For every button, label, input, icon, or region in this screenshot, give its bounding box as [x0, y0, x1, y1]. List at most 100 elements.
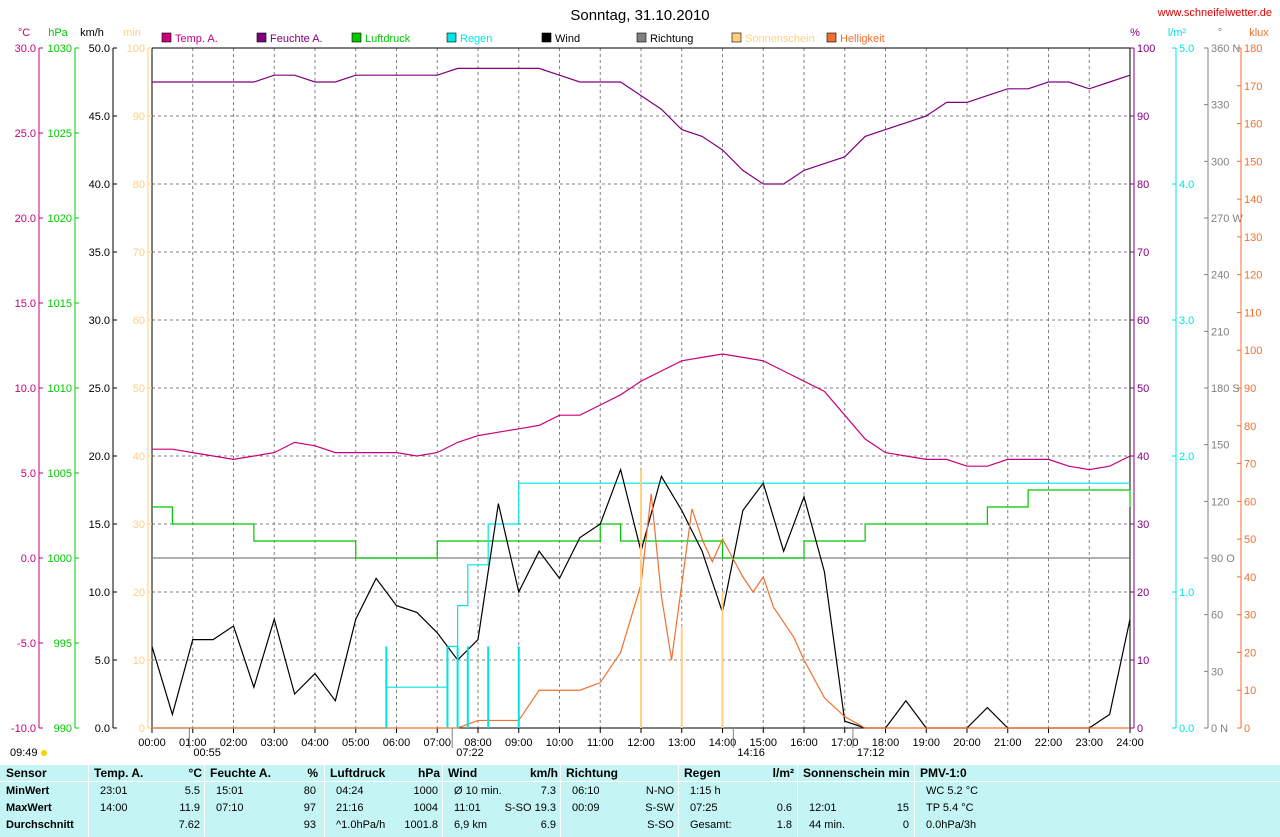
cell-time: TP 5.4 °C: [926, 802, 974, 814]
direction-tick-label: 210: [1211, 326, 1229, 338]
column-unit: hPa: [417, 766, 440, 780]
column-unit: l/m²: [772, 766, 794, 780]
x-tick-label: 14:00: [709, 737, 737, 749]
cell-time: Gesamt:: [690, 819, 732, 831]
x-tick-label: 17:00: [831, 737, 859, 749]
legend-label: Wind: [555, 33, 580, 45]
brightness-tick-label: 140: [1244, 194, 1262, 206]
pressure-tick-label: 990: [54, 723, 72, 735]
cell-time: 21:16: [336, 802, 364, 814]
x-tick-label: 24:00: [1116, 737, 1144, 749]
legend-label: Feuchte A.: [270, 33, 323, 45]
column-divider: [914, 765, 915, 837]
temp-tick-label: 0.0: [21, 553, 36, 565]
series-helligkeit: [152, 493, 1130, 729]
direction-tick-label: 120: [1211, 496, 1229, 508]
brightness-tick-label: 110: [1244, 307, 1262, 319]
pressure-tick-label: 1005: [48, 468, 72, 480]
cell-time: 06:10: [572, 785, 600, 797]
sunmin-tick-label: 100: [127, 43, 145, 55]
column-divider: [678, 765, 679, 837]
wind-tick-label: 45.0: [89, 111, 110, 123]
brightness-tick-label: 70: [1244, 459, 1256, 471]
cell-time: 11:01: [454, 802, 481, 814]
column-header: PMV-1:0: [920, 766, 967, 780]
brightness-tick-label: 0: [1244, 723, 1250, 735]
rain-tick-label: 3.0: [1179, 315, 1194, 327]
pressure-tick-label: 1015: [48, 298, 72, 310]
temp-tick-label: 25.0: [15, 128, 36, 140]
sunmin-tick-label: 10: [133, 655, 145, 667]
column-header: Richtung: [566, 766, 618, 780]
x-tick-label: 11:00: [587, 737, 614, 749]
sunmin-tick-label: 40: [133, 451, 145, 463]
x-tick-label: 18:00: [872, 737, 900, 749]
direction-tick-label: 90 O: [1211, 553, 1235, 565]
pressure-tick-label: 1000: [48, 553, 72, 565]
humidity-tick-label: 60: [1137, 315, 1149, 327]
pressure-tick-label: 1020: [48, 213, 72, 225]
time-marker-label: 14:16: [737, 747, 765, 759]
legend-swatch: [351, 32, 362, 43]
axis-unit-label: km/h: [80, 27, 104, 39]
site-url: www.schneifelwetter.de: [1157, 7, 1272, 19]
sun-icon: [41, 750, 47, 756]
rain-tick-label: 4.0: [1179, 179, 1194, 191]
column-header: Regen: [684, 766, 721, 780]
cell-value: 1.8: [776, 819, 792, 831]
time-marker-label: 17:12: [857, 747, 885, 759]
cell-time: ^1.0hPa/h: [336, 819, 386, 831]
row-label: MaxWert: [6, 802, 52, 814]
cell-time: 07:25: [690, 802, 718, 814]
cell-time: 14:00: [100, 802, 128, 814]
x-tick-label: 03:00: [260, 737, 288, 749]
humidity-tick-label: 20: [1137, 587, 1149, 599]
pressure-tick-label: 1025: [48, 128, 72, 140]
legend-label: Richtung: [650, 33, 693, 45]
temp-tick-label: 30.0: [15, 43, 36, 55]
cell-value: 0.6: [776, 802, 792, 814]
humidity-tick-label: 0: [1137, 723, 1143, 735]
legend-label: Luftdruck: [365, 33, 411, 45]
cell-value: 1000: [413, 785, 438, 797]
x-tick-label: 16:00: [790, 737, 818, 749]
series-regen: [152, 482, 1130, 729]
brightness-tick-label: 180: [1244, 43, 1262, 55]
brightness-tick-label: 170: [1244, 81, 1262, 93]
cell-time: WC 5.2 °C: [926, 785, 979, 797]
legend-swatch: [826, 32, 837, 43]
cell-value: 80: [303, 785, 316, 797]
sunmin-tick-label: 90: [133, 111, 145, 123]
humidity-tick-label: 90: [1137, 111, 1149, 123]
legend-label: Helligkeit: [840, 33, 885, 45]
column-header: Sensor: [6, 766, 47, 780]
cell-time: 12:01: [809, 802, 837, 814]
legend-swatch: [731, 32, 742, 43]
cell-value: 1001.8: [404, 819, 438, 831]
column-header: Temp. A.: [94, 766, 144, 780]
temp-tick-label: -10.0: [11, 723, 36, 735]
cell-time: 04:24: [336, 785, 364, 797]
cell-value: 1004: [413, 802, 438, 814]
series-temp-a-: [152, 353, 1131, 471]
legend-label: Sonnenschein: [745, 33, 815, 45]
wind-tick-label: 40.0: [89, 179, 110, 191]
sunmin-tick-label: 80: [133, 179, 145, 191]
humidity-tick-label: 80: [1137, 179, 1149, 191]
x-tick-label: 12:00: [627, 737, 655, 749]
rain-tick-label: 2.0: [1179, 451, 1194, 463]
column-divider: [797, 765, 798, 837]
brightness-tick-label: 160: [1244, 119, 1262, 131]
column-header: Feuchte A.: [210, 766, 271, 780]
direction-tick-label: 180 S: [1211, 383, 1240, 395]
rain-tick-label: 0.0: [1179, 723, 1194, 735]
legend-swatch: [541, 32, 552, 43]
chart-title: Sonntag, 31.10.2010: [570, 7, 709, 24]
row-label: MinWert: [6, 785, 50, 797]
x-tick-label: 19:00: [912, 737, 940, 749]
column-header: Sonnenschein min: [803, 766, 910, 780]
direction-tick-label: 150: [1211, 440, 1229, 452]
column-unit: °C: [188, 766, 202, 780]
direction-tick-label: 270 W: [1211, 213, 1243, 225]
table-divider: [0, 781, 1280, 782]
